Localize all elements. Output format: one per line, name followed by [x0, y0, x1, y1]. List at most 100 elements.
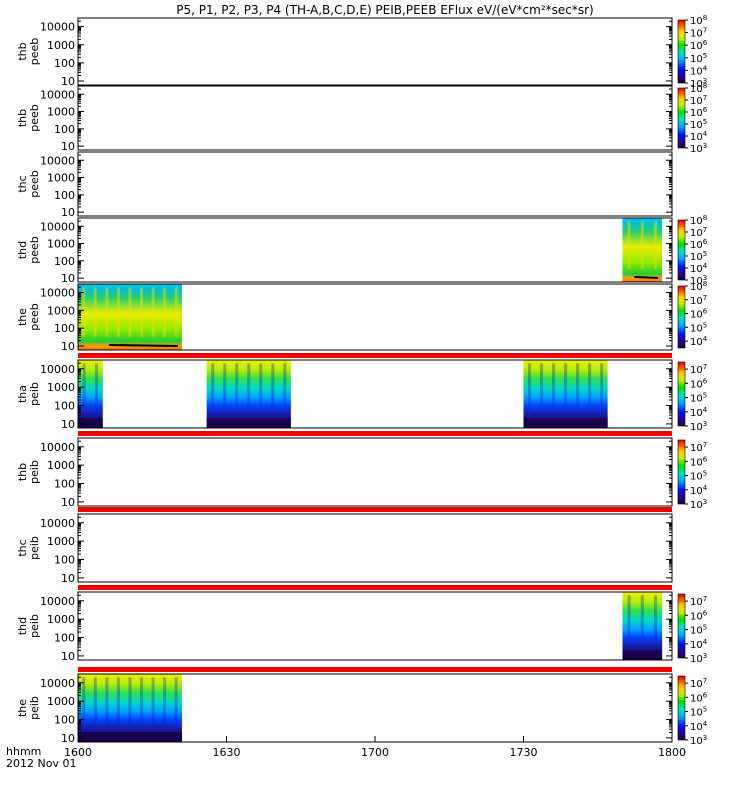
colorbar-tick-label: 103	[690, 274, 707, 287]
y-tick-label: 1000	[47, 459, 75, 472]
spectrogram-streak	[528, 363, 532, 415]
colorbar-tick-label: 105	[690, 470, 707, 483]
spectrogram-fill	[78, 674, 182, 742]
y-tick-label: 10	[61, 650, 75, 663]
panel-quantity-label: peeb	[28, 303, 41, 331]
colorbar-tick-label: 104	[690, 484, 708, 497]
spectrogram-streak	[211, 363, 215, 415]
time-axis: 1600 1630 1700 1730 1800	[64, 736, 686, 759]
separator-bar	[78, 353, 672, 358]
colorbar-tick-label: 105	[690, 321, 707, 334]
colorbar	[677, 593, 686, 659]
spectrogram-fill	[78, 360, 103, 428]
spectrogram-fill	[206, 360, 291, 428]
y-tick-label: 100	[54, 554, 75, 567]
data-block	[622, 218, 663, 282]
colorbar-tick-label: 104	[690, 720, 708, 733]
x-tick-label: 1600	[64, 746, 92, 759]
y-tick-label: 1000	[47, 106, 75, 119]
panel-probe-label: tha	[16, 385, 29, 403]
low-energy-band	[206, 418, 291, 428]
panel-quantity-label: peib	[28, 614, 41, 638]
y-tick-label: 100	[54, 123, 75, 136]
y-tick-label: 10	[61, 418, 75, 431]
spectrogram-streak	[654, 595, 657, 647]
x-tick-label: 1630	[213, 746, 241, 759]
panel-quantity-label: peeb	[28, 236, 41, 264]
colorbar-tick-label: 105	[690, 52, 707, 65]
y-tick-label: 1000	[47, 381, 75, 394]
panel-probe-label: thb	[16, 42, 29, 60]
colorbar-tick-label: 107	[690, 27, 707, 40]
colorbar-tick-label: 103	[690, 498, 707, 511]
y-tick-label: 10000	[40, 88, 75, 101]
colorbar-tick-label: 108	[690, 82, 707, 95]
colorbar-tick-label: 104	[690, 130, 708, 143]
spectrogram-streak	[223, 363, 227, 415]
colorbar	[677, 439, 686, 505]
panel-frame	[77, 217, 673, 283]
colorbar-tick-label: 107	[690, 226, 707, 239]
colorbar-tick-label: 106	[690, 455, 708, 468]
colorbar-tick-label: 108	[690, 280, 707, 293]
y-tick-label: 10000	[40, 154, 75, 167]
y-tick-label: 10000	[40, 220, 75, 233]
panel-frame	[77, 85, 673, 151]
y-tick-label: 1000	[47, 695, 75, 708]
panel-probe-label: the	[16, 699, 29, 717]
spectrogram-fill	[622, 218, 663, 282]
y-tick-label: 100	[54, 57, 75, 70]
figure-title: P5, P1, P2, P3, P4 (TH-A,B,C,D,E) PEIB,P…	[176, 3, 593, 17]
colorbar-tick-label: 105	[690, 392, 707, 405]
y-tick-label: 1000	[47, 304, 75, 317]
spectrogram-streak	[627, 221, 631, 270]
colorbar	[677, 19, 686, 84]
spectrogram-streak	[235, 363, 239, 415]
colorbar-tick-label: 105	[690, 250, 707, 263]
spectrogram-streak	[128, 677, 132, 729]
spectrogram-streak	[552, 363, 556, 415]
data-block	[523, 360, 608, 428]
y-tick-label: 100	[54, 714, 75, 727]
y-tick-label: 100	[54, 255, 75, 268]
colorbar-tick-label: 106	[690, 238, 708, 251]
panel-probe-label: thd	[16, 241, 29, 259]
data-block	[206, 360, 291, 428]
colorbar-tick-label: 104	[690, 64, 708, 77]
spectrogram-streak	[95, 363, 99, 415]
colorbar-tick-label: 105	[690, 118, 707, 131]
spectrogram-streak	[140, 677, 144, 729]
colorbar-tick-label: 106	[690, 609, 708, 622]
spectrogram-streak	[640, 221, 644, 270]
colorbar-tick-label: 107	[690, 294, 707, 307]
low-energy-band	[622, 650, 663, 660]
spectrogram-streak	[128, 287, 132, 337]
date-label: 2012 Nov 01	[6, 757, 76, 770]
spectrogram-streak	[600, 363, 604, 415]
colorbar-tick-label: 105	[690, 706, 707, 719]
y-tick-label: 1000	[47, 39, 75, 52]
y-tick-label: 10	[61, 496, 75, 509]
y-tick-label: 100	[54, 632, 75, 645]
spectrogram-streak	[174, 287, 178, 337]
trace-line	[634, 276, 659, 279]
colorbar-tick-label: 106	[690, 308, 708, 321]
spectrogram-streak	[259, 363, 263, 415]
colorbar-tick-label: 103	[690, 734, 707, 747]
y-tick-label: 1000	[47, 613, 75, 626]
colorbar-tick-label: 106	[690, 691, 708, 704]
spectrogram-streak	[116, 287, 120, 337]
y-tick-label: 10	[61, 272, 75, 285]
colorbar-tick-label: 108	[690, 214, 707, 227]
colorbar-tick-label: 106	[690, 39, 708, 52]
colorbar	[677, 87, 686, 149]
colorbar-tick-label: 107	[690, 595, 707, 608]
panel-quantity-label: peeb	[28, 104, 41, 132]
panel-frame	[77, 151, 673, 217]
y-tick-label: 10000	[40, 677, 75, 690]
